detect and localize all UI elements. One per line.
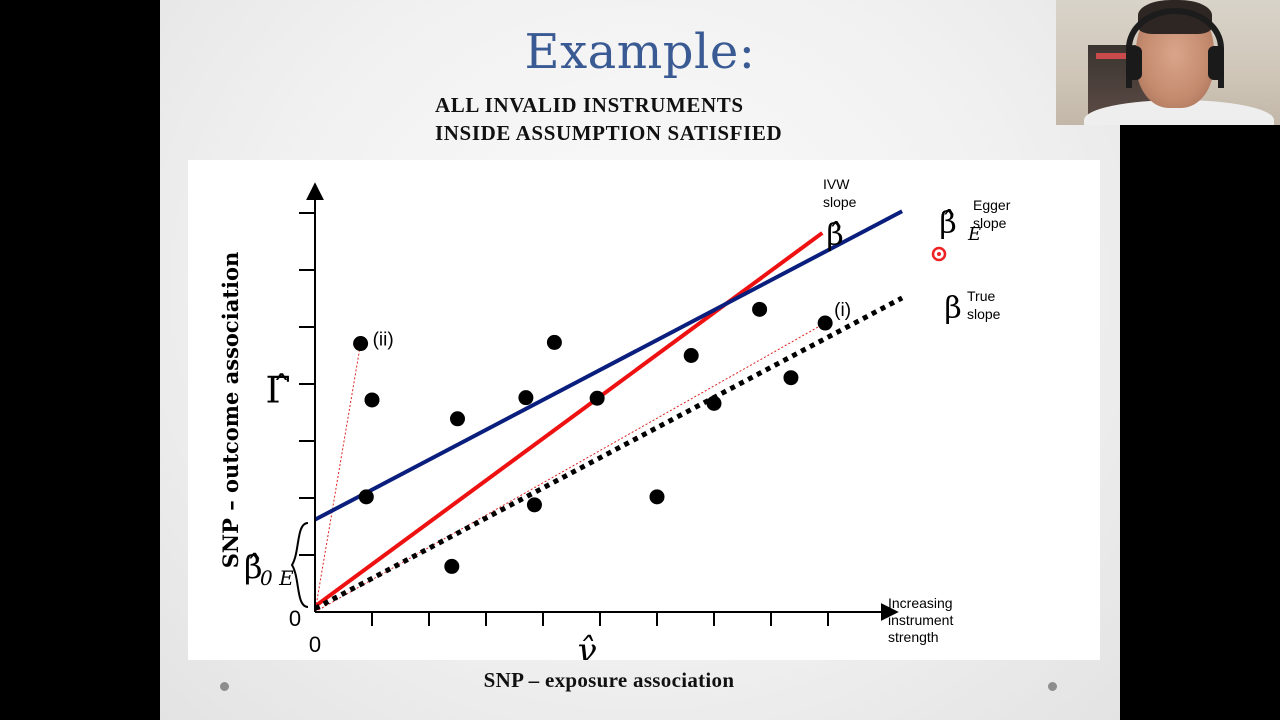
- y-origin-label: 0: [289, 606, 301, 631]
- previous-slide-dot[interactable]: [220, 682, 229, 691]
- ivw-symbol: β̂: [826, 218, 843, 253]
- data-point: [450, 411, 465, 427]
- true-label: True: [967, 288, 995, 304]
- x-arrow-label: instrument: [888, 612, 953, 628]
- true-symbol: β: [944, 291, 961, 326]
- data-point: [526, 497, 542, 513]
- slide-title: Example:: [524, 24, 756, 80]
- laser-pointer-center: [937, 252, 941, 256]
- data-point: [706, 395, 722, 411]
- chart-svg: 00 γ̂ Γ̂ SNP – outcome association Increasin…: [218, 176, 1011, 660]
- data-point: [358, 489, 374, 505]
- data-point: [683, 348, 699, 363]
- ivw-label: slope: [823, 194, 857, 210]
- intercept-subscript: 0 E: [260, 566, 294, 590]
- y-axis-label: SNP – outcome association: [218, 252, 243, 569]
- data-point: [752, 301, 768, 317]
- egger-label: Egger: [973, 197, 1011, 213]
- ivw-label: IVW: [823, 176, 850, 192]
- egger-label: slope: [973, 215, 1007, 231]
- data-point: [783, 370, 799, 386]
- data-point: [649, 489, 665, 505]
- slide-subtitle-line-2: INSIDE ASSUMPTION SATISFIED: [435, 121, 783, 145]
- intercept-brace: [290, 522, 309, 608]
- data-point: [589, 390, 605, 406]
- true-label: slope: [967, 306, 1001, 322]
- egger-subscript: E: [967, 224, 981, 245]
- ivw-slope-line: [313, 231, 824, 608]
- data-point: [444, 558, 460, 574]
- guide-line-2: [314, 343, 362, 613]
- x-axis-symbol: γ̂: [576, 631, 597, 660]
- data-point: [364, 392, 380, 408]
- presenter-webcam: [1056, 0, 1280, 125]
- slide: Example: ALL INVALID INSTRUMENTS INSIDE …: [160, 0, 1120, 720]
- x-origin-label: 0: [309, 632, 321, 657]
- point-ii-label: (ii): [373, 330, 394, 351]
- guide-line-1: [314, 322, 826, 613]
- intercept-label: β̂: [244, 548, 263, 586]
- x-arrow-label: Increasing: [888, 595, 953, 611]
- next-slide-dot[interactable]: [1048, 682, 1057, 691]
- x-axis-caption: SNP – exposure association: [483, 668, 735, 692]
- data-point: [817, 315, 833, 331]
- headset-ear-right: [1208, 46, 1224, 80]
- point-i-label: (i): [834, 300, 851, 321]
- egger-slope-line: [314, 209, 904, 522]
- laser-pointer-icon: [931, 246, 947, 262]
- data-point: [353, 336, 369, 352]
- y-axis-symbol: Γ̂: [266, 370, 291, 411]
- slide-subtitle-line-1: ALL INVALID INSTRUMENTS: [435, 93, 744, 117]
- true-slope-line: [313, 295, 904, 611]
- data-point: [518, 390, 534, 406]
- egger-symbol: β̂: [939, 206, 956, 241]
- data-point: [546, 334, 562, 350]
- headset-ear-left: [1126, 46, 1142, 80]
- x-arrow-label: strength: [888, 629, 939, 645]
- mr-egger-chart: 0 0 γ̂ Γ̂ SNP – outcome association Increasin…: [188, 160, 1100, 660]
